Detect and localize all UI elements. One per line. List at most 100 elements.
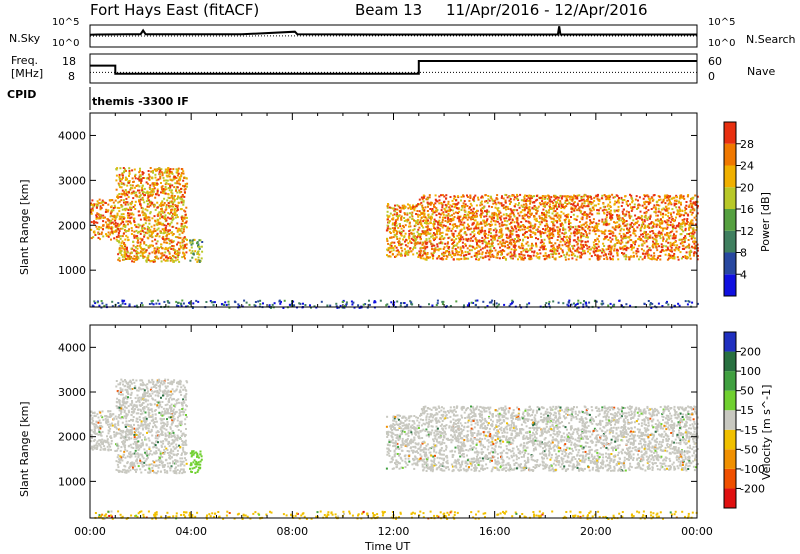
power-panel-cell bbox=[173, 195, 176, 197]
power-panel-cell bbox=[553, 214, 556, 217]
power-panel-cell bbox=[453, 216, 456, 218]
power-panel-cell bbox=[528, 302, 531, 305]
power-panel-cell bbox=[646, 217, 649, 220]
power-panel-cell bbox=[597, 245, 600, 248]
power-panel-cell bbox=[107, 235, 110, 238]
power-panel-cell bbox=[397, 251, 400, 254]
power-panel-cell bbox=[458, 210, 461, 213]
power-panel-cell bbox=[503, 217, 506, 220]
power-panel-cell bbox=[386, 238, 389, 241]
power-panel-cell bbox=[573, 209, 576, 212]
power-panel-cell bbox=[607, 253, 610, 256]
power-panel-cell bbox=[552, 217, 555, 220]
power-panel-cell bbox=[169, 229, 171, 232]
power-panel-cell bbox=[198, 259, 201, 262]
power-panel-cell bbox=[565, 235, 568, 238]
power-panel-cell bbox=[676, 210, 679, 213]
power-panel-cell bbox=[95, 217, 98, 220]
power-panel-cell bbox=[139, 167, 141, 170]
power-panel-cell bbox=[433, 244, 436, 247]
power-panel-cell bbox=[139, 254, 142, 257]
power-panel-cell bbox=[416, 220, 419, 223]
power-panel-cell bbox=[581, 206, 584, 209]
power-panel-cell bbox=[163, 254, 166, 257]
power-panel-cell bbox=[525, 206, 528, 209]
power-panel-cell bbox=[692, 236, 695, 239]
power-panel-cell bbox=[607, 238, 610, 241]
power-panel-cell bbox=[660, 201, 663, 204]
power-panel-cell bbox=[693, 252, 695, 255]
power-panel-cell bbox=[641, 258, 644, 261]
power-panel-cell bbox=[150, 176, 153, 179]
power-panel-cell bbox=[630, 239, 633, 242]
power-panel-cell bbox=[608, 196, 610, 199]
power-panel-cell bbox=[176, 174, 179, 177]
power-panel-cell bbox=[424, 240, 427, 243]
power-panel-cell bbox=[545, 257, 548, 260]
power-panel-cell bbox=[396, 213, 399, 216]
power-panel-cell bbox=[115, 238, 118, 241]
power-panel-cell bbox=[563, 219, 566, 221]
power-panel-cell bbox=[662, 200, 665, 203]
power-panel-cell bbox=[658, 195, 661, 198]
power-panel-cell bbox=[454, 203, 457, 206]
power-panel-cell bbox=[127, 196, 130, 199]
power-panel-cell bbox=[183, 191, 186, 194]
power-panel-cell bbox=[128, 167, 131, 170]
power-panel-cell bbox=[476, 299, 479, 302]
power-panel-cell bbox=[607, 203, 610, 206]
power-panel-cell bbox=[625, 210, 628, 213]
power-panel-cell bbox=[422, 196, 425, 199]
power-panel-cell bbox=[544, 229, 547, 232]
power-panel-cell bbox=[525, 198, 528, 201]
power-panel-cell bbox=[107, 223, 110, 226]
power-panel-cell bbox=[506, 237, 509, 240]
power-panel-cell bbox=[169, 183, 172, 186]
power-panel-cell bbox=[475, 246, 478, 249]
power-panel-cell bbox=[464, 243, 467, 246]
power-panel-cell bbox=[609, 302, 612, 305]
power-panel-cell bbox=[423, 249, 426, 252]
power-panel-cell bbox=[684, 222, 687, 225]
power-panel-cell bbox=[568, 243, 571, 246]
power-panel-cell bbox=[414, 224, 417, 227]
power-panel-cell bbox=[541, 245, 544, 248]
power-panel-cell bbox=[138, 185, 141, 188]
power-panel-cell bbox=[463, 254, 466, 257]
power-panel-cell bbox=[341, 300, 344, 303]
power-panel-cell bbox=[408, 216, 411, 219]
power-panel-cell bbox=[560, 210, 563, 213]
power-panel-cell bbox=[628, 230, 631, 233]
power-panel-cell bbox=[456, 207, 459, 210]
power-panel-cell bbox=[560, 205, 563, 207]
power-panel-cell bbox=[167, 229, 170, 232]
power-panel-cell bbox=[91, 207, 94, 210]
power-panel-cell bbox=[558, 205, 560, 208]
power-panel-cell bbox=[544, 224, 547, 227]
power-panel-cell bbox=[431, 216, 433, 219]
power-panel-cell bbox=[179, 178, 182, 180]
power-panel-cell bbox=[468, 249, 471, 252]
power-panel-cell bbox=[585, 234, 588, 237]
power-panel-cell bbox=[467, 211, 470, 214]
power-panel-cell bbox=[128, 303, 131, 306]
power-panel-cell bbox=[469, 194, 472, 197]
power-panel-cell bbox=[470, 245, 473, 248]
power-panel-cell bbox=[558, 246, 561, 249]
power-panel-cell bbox=[609, 240, 612, 243]
power-panel-cell bbox=[576, 248, 579, 251]
power-panel-cell bbox=[647, 197, 650, 200]
power-panel-cell bbox=[550, 253, 553, 256]
power-panel-cell bbox=[112, 207, 115, 209]
power-panel-cell bbox=[189, 241, 192, 244]
power-panel-cell bbox=[488, 254, 491, 257]
power-panel-cell bbox=[237, 303, 240, 306]
power-panel-cell bbox=[491, 218, 494, 221]
power-panel-cell bbox=[428, 194, 431, 197]
power-panel-cell bbox=[493, 216, 495, 219]
power-panel-cell bbox=[631, 197, 633, 200]
power-panel-cell bbox=[160, 171, 163, 174]
power-panel-cell bbox=[173, 177, 176, 180]
power-panel-cell bbox=[118, 193, 121, 195]
